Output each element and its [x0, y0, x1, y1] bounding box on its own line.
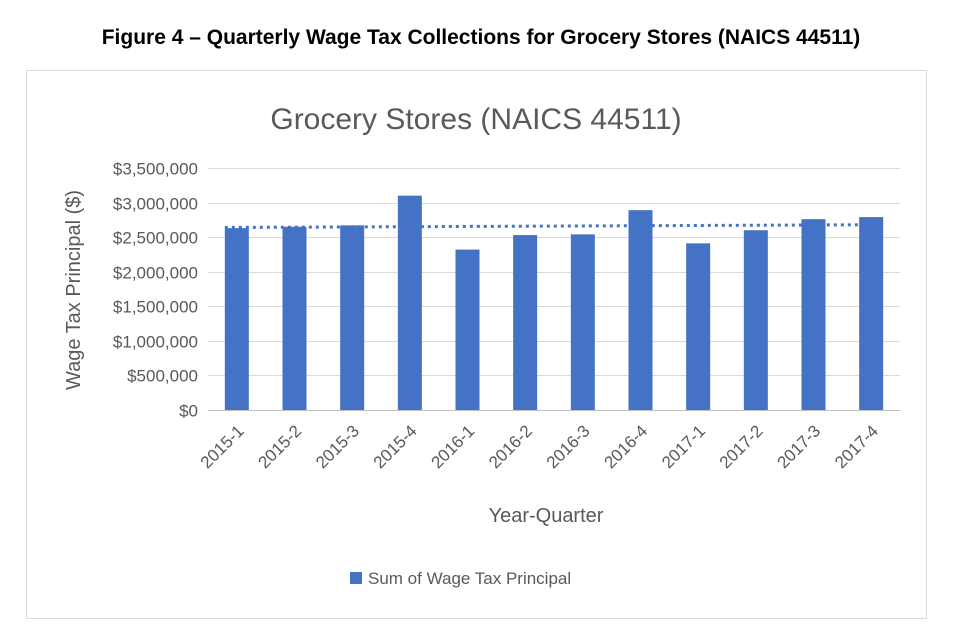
bar [397, 195, 422, 410]
y-tick-label: $3,000,000 [113, 195, 198, 214]
bar [801, 219, 826, 410]
bar [743, 230, 768, 410]
y-tick-label: $1,500,000 [113, 298, 198, 317]
trendline [224, 223, 884, 229]
bar [340, 225, 365, 410]
y-tick-label: $0 [179, 402, 198, 421]
y-axis-label: Wage Tax Principal ($) [63, 190, 85, 390]
bar [686, 243, 711, 410]
bar [513, 235, 538, 410]
y-tick-label: $1,000,000 [113, 333, 198, 352]
y-tick-label: $3,500,000 [113, 160, 198, 179]
gridlines [208, 168, 900, 376]
chart-title: Grocery Stores (NAICS 44511) [270, 103, 681, 136]
y-tick-label: $2,000,000 [113, 264, 198, 283]
legend-swatch [350, 572, 362, 584]
bar [224, 228, 249, 410]
bar [859, 217, 884, 410]
y-tick-label: $500,000 [127, 367, 198, 386]
bar [628, 210, 653, 410]
legend-label: Sum of Wage Tax Principal [368, 569, 571, 588]
bars [224, 195, 884, 410]
y-tick-label: $2,500,000 [113, 229, 198, 248]
figure-title: Figure 4 – Quarterly Wage Tax Collection… [101, 26, 861, 49]
bar [455, 249, 480, 410]
x-axis-label: Year-Quarter [489, 505, 604, 527]
bar [282, 226, 307, 410]
bar [570, 234, 595, 410]
trendline-path [224, 223, 884, 229]
y-axis-tick-labels: $0 $500,000 $1,000,000 $1,500,000 $2,000,000… [113, 160, 198, 421]
